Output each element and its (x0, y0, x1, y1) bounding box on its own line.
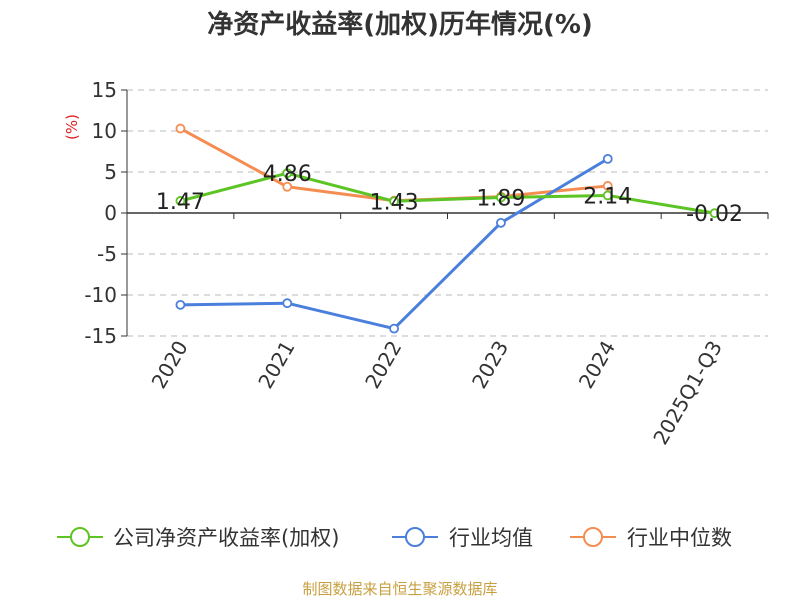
series-point (175, 196, 186, 206)
chart-title: 净资产收益率(加权)历年情况(%) (207, 9, 593, 40)
data-label: 1.47 (156, 190, 205, 215)
series-point (602, 181, 613, 191)
y-tick-label: -5 (97, 242, 117, 266)
legend-label: 行业均值 (449, 526, 533, 550)
series-point (175, 123, 186, 134)
y-tick-label: 0 (104, 201, 117, 225)
data-label: 2.14 (583, 184, 632, 209)
y-tick-label: 5 (104, 160, 117, 184)
legend: 公司净资产收益率(加权) 行业均值 行业中位数 (57, 526, 732, 550)
data-label: -0.02 (686, 202, 743, 227)
y-tick-label: -15 (84, 324, 117, 348)
legend-marker (405, 527, 425, 547)
x-tick-label: 2024 (574, 337, 620, 393)
x-tick-label: 2021 (253, 337, 299, 393)
y-tick-label: 15 (92, 78, 117, 102)
series-point (282, 168, 293, 179)
x-tick-label: 2023 (467, 336, 513, 392)
data-label: 1.89 (476, 187, 525, 212)
x-tick-label: 2020 (147, 337, 193, 393)
series-point (602, 153, 613, 164)
legend-marker (70, 527, 90, 547)
series-point (496, 217, 506, 228)
data-label: 4.86 (263, 162, 312, 187)
series-line (180, 171, 715, 215)
y-axis-label: (%) (63, 114, 81, 140)
x-tick-label: 2022 (360, 337, 406, 393)
legend-marker (583, 527, 603, 547)
series-point (496, 192, 506, 203)
grid-layer (127, 89, 768, 337)
series-point (282, 181, 293, 192)
legend-label: 公司净资产收益率(加权) (113, 526, 339, 550)
data-label: 1.43 (370, 190, 419, 215)
y-tick-label: -10 (84, 283, 117, 307)
x-tick-label: 2025Q1-Q3 (648, 337, 727, 449)
series-point (175, 299, 186, 310)
y-tick-label: 10 (92, 119, 117, 143)
series-point (709, 208, 720, 219)
series-point (282, 298, 293, 309)
series-point (602, 190, 613, 201)
legend-label: 行业中位数 (627, 526, 732, 550)
series-point (389, 323, 399, 334)
series-point (389, 196, 399, 207)
source-note: 制图数据来自恒生聚源数据库 (302, 580, 497, 598)
series-layer (175, 123, 720, 334)
data-label-layer: 1.47 4.86 1.43 1.89 2.14 -0.02 (156, 162, 743, 227)
